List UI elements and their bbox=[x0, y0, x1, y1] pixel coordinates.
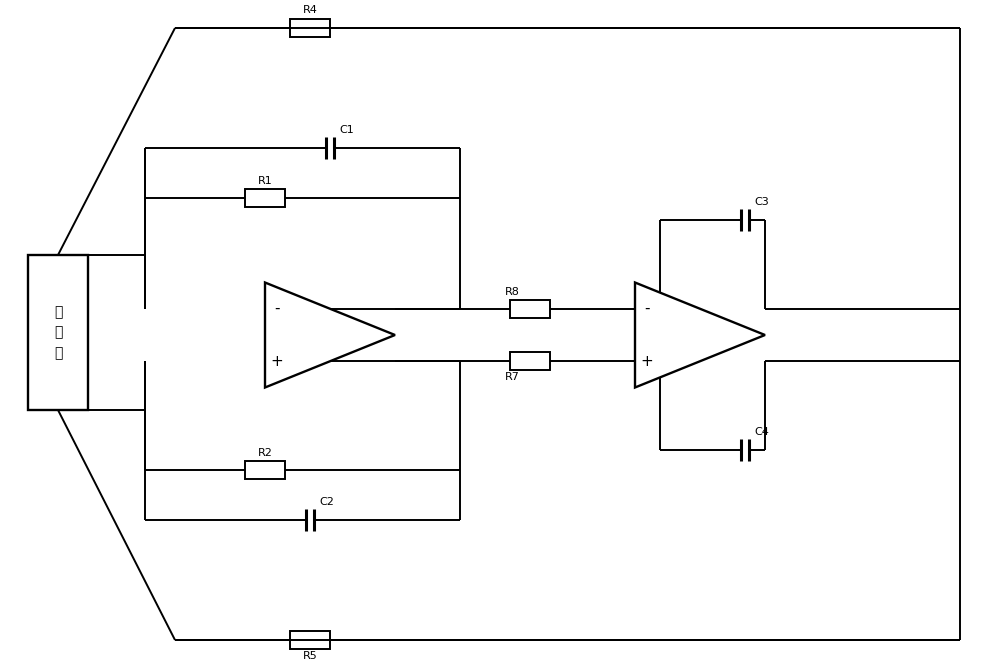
Text: C3: C3 bbox=[754, 197, 769, 207]
Text: -: - bbox=[274, 302, 280, 316]
Bar bbox=[245, 189, 285, 207]
Bar bbox=[245, 461, 285, 479]
Text: +: + bbox=[271, 354, 283, 368]
Text: C1: C1 bbox=[339, 125, 354, 135]
Text: R5: R5 bbox=[303, 651, 317, 661]
Text: C4: C4 bbox=[754, 427, 769, 437]
Text: R2: R2 bbox=[258, 448, 272, 458]
Polygon shape bbox=[635, 283, 765, 387]
Text: R7: R7 bbox=[505, 373, 520, 383]
Text: R1: R1 bbox=[258, 176, 272, 186]
Text: C2: C2 bbox=[319, 497, 334, 507]
Text: R4: R4 bbox=[303, 5, 317, 15]
Text: +: + bbox=[641, 354, 653, 368]
Bar bbox=[290, 19, 330, 37]
Text: R8: R8 bbox=[505, 287, 520, 297]
Text: 电
流
源: 电 流 源 bbox=[54, 305, 62, 360]
Bar bbox=[28, 255, 88, 410]
Text: -: - bbox=[644, 302, 650, 316]
Bar bbox=[510, 299, 550, 318]
Bar bbox=[290, 631, 330, 649]
Polygon shape bbox=[265, 283, 395, 387]
Bar bbox=[510, 352, 550, 371]
